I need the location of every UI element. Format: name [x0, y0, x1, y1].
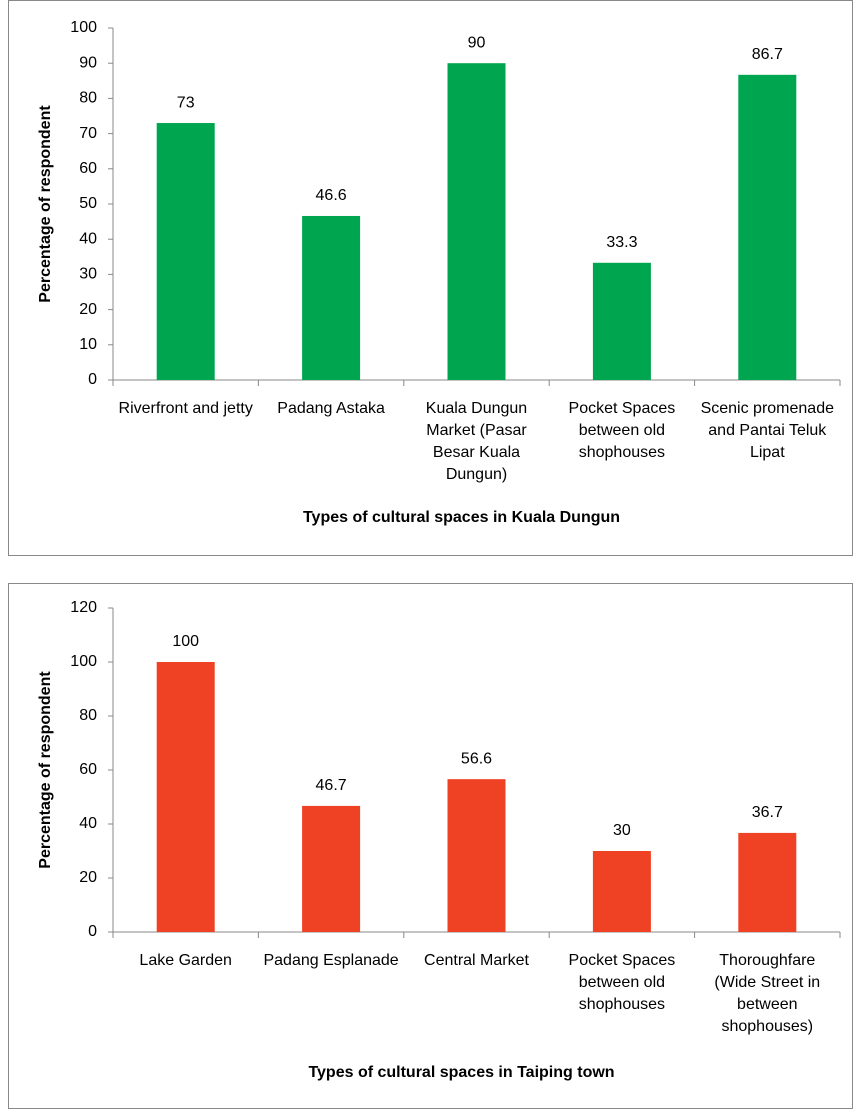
y-tick-label: 20	[79, 869, 97, 886]
y-tick-label: 80	[79, 707, 97, 724]
bar	[447, 779, 506, 932]
x-tick-label: Scenic promenade and Pantai Teluk Lipat	[700, 400, 834, 461]
x-tick-label: Thoroughfare (Wide Street in between sho…	[714, 952, 821, 1035]
value-label: 30	[613, 822, 631, 839]
y-tick-label: 90	[79, 54, 97, 71]
value-label: 86.7	[752, 46, 783, 63]
y-tick-label: 20	[79, 301, 97, 318]
y-tick-label: 30	[79, 266, 97, 283]
y-tick-label: 10	[79, 336, 97, 353]
bar	[156, 123, 215, 380]
x-tick-label: Central Market	[424, 952, 529, 969]
bar	[592, 851, 651, 932]
y-tick-label: 60	[79, 160, 97, 177]
value-label: 56.6	[461, 750, 492, 767]
x-axis-title: Types of cultural spaces in Kuala Dungun	[303, 509, 620, 526]
x-tick-label: Padang Esplanade	[263, 952, 399, 969]
x-tick-label: Kuala Dungun Market (Pasar Besar Kuala D…	[425, 400, 528, 483]
value-label: 46.6	[316, 187, 347, 204]
x-tick-label: Pocket Spaces between old shophouses	[568, 400, 676, 461]
y-tick-label: 40	[79, 230, 97, 247]
bar	[302, 805, 361, 932]
value-label: 73	[177, 94, 195, 111]
y-tick-label: 80	[79, 90, 97, 107]
y-tick-label: 40	[79, 815, 97, 832]
value-label: 46.7	[316, 777, 347, 794]
value-label: 90	[468, 34, 486, 51]
bar	[592, 262, 651, 380]
bar	[302, 215, 361, 380]
y-tick-label: 0	[88, 371, 97, 388]
y-tick-label: 0	[88, 923, 97, 940]
y-tick-label: 70	[79, 125, 97, 142]
value-label: 100	[172, 633, 199, 650]
y-tick-label: 50	[79, 195, 97, 212]
bar	[738, 832, 797, 932]
y-tick-label: 100	[70, 653, 97, 670]
bar	[447, 63, 506, 380]
x-tick-label: Padang Astaka	[277, 400, 385, 417]
value-label: 36.7	[752, 804, 783, 821]
x-axis-title: Types of cultural spaces in Taiping town	[308, 1064, 614, 1081]
value-label: 33.3	[606, 234, 637, 251]
bar	[156, 662, 215, 932]
y-axis-title: Percentage of respondent	[37, 671, 54, 869]
y-axis-title: Percentage of respondent	[37, 105, 54, 303]
x-tick-label: Pocket Spaces between old shophouses	[568, 952, 676, 1013]
y-tick-label: 120	[70, 599, 97, 616]
x-tick-label: Riverfront and jetty	[118, 400, 253, 417]
y-tick-label: 100	[70, 19, 97, 36]
y-tick-label: 60	[79, 761, 97, 778]
x-tick-label: Lake Garden	[139, 952, 232, 969]
bar	[738, 74, 797, 380]
